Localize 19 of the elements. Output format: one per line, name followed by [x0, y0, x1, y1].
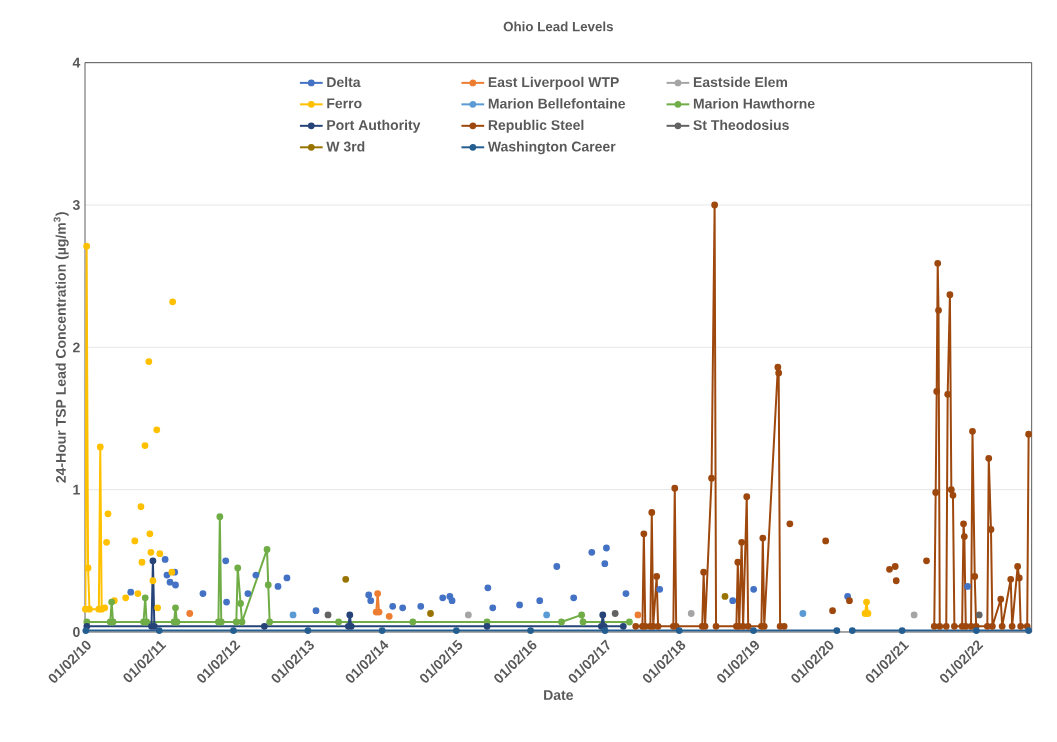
legend-label: Washington Career — [487, 141, 616, 155]
y-tick-label: 3 — [72, 200, 80, 210]
chart-title: Ohio Lead Levels — [503, 21, 613, 32]
legend-label: Eastside Elem — [693, 76, 788, 88]
legend-label: Ferro — [327, 98, 362, 109]
y-tick-label: 4 — [72, 57, 81, 68]
legend-label: W 3rd — [326, 141, 365, 152]
legend-label: St Theodosius — [693, 119, 789, 131]
legend-label: Port Authority — [327, 119, 421, 133]
x-axis-title: Date — [544, 690, 574, 700]
y-axis-title: 24-Hour TSP Lead Concentration (µg/m$^{3}$) — [53, 212, 69, 483]
legend-label: Republic Steel — [488, 119, 584, 133]
legend-label: Marion Bellefontaine — [488, 98, 626, 109]
y-tick-label: 1 — [73, 484, 80, 495]
legend-label: East Liverpool WTP — [488, 76, 619, 90]
legend-label: Delta — [327, 76, 361, 88]
y-tick-label: 2 — [72, 342, 80, 353]
legend-label: Marion Hawthorne — [693, 98, 815, 109]
y-tick-label: 0 — [73, 627, 80, 637]
